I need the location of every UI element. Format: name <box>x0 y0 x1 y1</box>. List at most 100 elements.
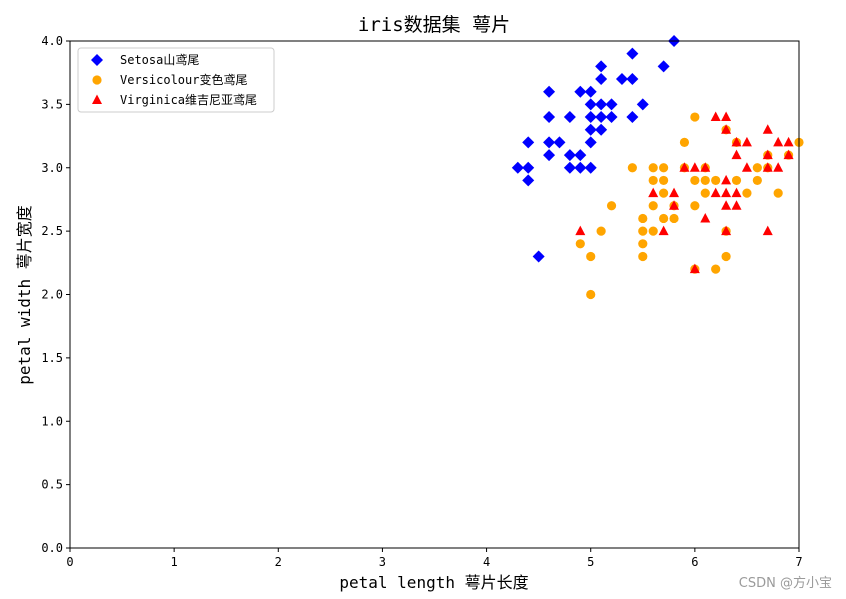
data-point-triangle <box>689 162 700 172</box>
data-point-triangle <box>648 187 659 198</box>
y-tick-label: 0.5 <box>41 478 63 492</box>
data-point-diamond <box>522 174 535 187</box>
x-tick-label: 2 <box>275 555 282 569</box>
data-point-triangle <box>710 111 721 122</box>
data-point-diamond <box>626 47 639 60</box>
data-point-triangle <box>783 136 794 147</box>
data-point-circle <box>638 239 648 249</box>
data-point-triangle <box>762 149 773 160</box>
y-tick-label: 4.0 <box>41 34 63 48</box>
data-point-diamond <box>595 123 608 136</box>
data-point-diamond <box>595 60 608 73</box>
y-tick-label: 0.0 <box>41 541 63 555</box>
data-point-diamond <box>584 123 597 136</box>
data-point-circle <box>627 163 637 173</box>
data-point-circle <box>638 213 648 224</box>
data-point-circle <box>690 112 700 122</box>
data-point-circle <box>586 251 596 262</box>
data-point-triangle <box>741 136 752 147</box>
data-point-circle <box>731 175 742 186</box>
data-point-triangle <box>689 263 700 274</box>
data-point-triangle <box>669 187 680 198</box>
data-point-diamond <box>584 136 597 149</box>
data-point-triangle <box>762 124 773 134</box>
data-point-diamond <box>574 85 587 98</box>
y-tick-label: 1.0 <box>41 414 63 428</box>
data-point-circle <box>659 175 669 186</box>
x-axis-title: petal length 萼片长度 <box>339 573 528 592</box>
x-tick-label: 7 <box>795 555 802 569</box>
data-point-diamond <box>522 161 535 174</box>
legend-marker-diamond <box>91 54 103 66</box>
data-point-triangle <box>762 225 773 236</box>
data-point-diamond <box>532 250 545 263</box>
data-point-triangle <box>669 200 680 210</box>
data-point-triangle <box>658 225 669 236</box>
plot-frame <box>69 40 800 549</box>
data-point-diamond <box>563 161 576 174</box>
legend-label: Setosa山鸢尾 <box>120 53 199 67</box>
data-point-diamond <box>626 73 639 86</box>
legend-label: Virginica维吉尼亚鸢尾 <box>120 93 257 107</box>
y-tick-label: 3.5 <box>41 97 63 111</box>
data-point-triangle <box>741 162 752 172</box>
data-point-triangle <box>762 162 773 172</box>
data-point-triangle <box>679 162 690 172</box>
y-axis-title: petal width 萼片宽度 <box>15 205 34 385</box>
data-point-diamond <box>563 111 576 124</box>
legend: Setosa山鸢尾 Versicolour变色鸢尾 Virginica维吉尼亚鸢尾 <box>77 47 275 113</box>
data-point-circle <box>690 175 700 186</box>
legend-marker-triangle <box>92 94 102 104</box>
data-point-diamond <box>626 111 639 124</box>
data-point-circle <box>596 226 606 236</box>
data-point-triangle <box>575 225 586 236</box>
data-point-triangle <box>700 212 711 223</box>
data-point-diamond <box>574 149 587 162</box>
data-point-diamond <box>543 136 556 149</box>
data-point-diamond <box>511 161 524 174</box>
data-point-triangle <box>773 136 784 147</box>
data-point-triangle <box>731 149 742 160</box>
x-tick-label: 0 <box>66 555 73 569</box>
data-point-triangle <box>731 200 742 210</box>
data-point-triangle <box>721 200 732 210</box>
data-point-circle <box>752 175 762 186</box>
data-point-circle <box>606 201 617 211</box>
data-point-circle <box>711 175 721 186</box>
watermark: CSDN @方小宝 <box>738 576 832 591</box>
data-point-circle <box>638 251 648 262</box>
data-point-diamond <box>584 85 597 98</box>
data-point-circle <box>659 188 669 198</box>
x-axis-ticks: 0 1 2 3 4 5 6 7 <box>66 548 803 569</box>
data-point-circle <box>711 264 721 274</box>
data-point-triangle <box>721 187 732 198</box>
data-point-circle <box>742 188 752 198</box>
data-point-circle <box>659 163 669 173</box>
y-tick-label: 2.0 <box>41 288 63 302</box>
data-point-diamond <box>595 73 608 86</box>
data-point-circle <box>700 175 710 186</box>
data-point-circle <box>586 289 596 300</box>
data-point-circle <box>659 213 669 224</box>
data-point-triangle <box>721 225 732 236</box>
data-point-circle <box>721 251 731 262</box>
x-tick-label: 5 <box>587 555 594 569</box>
data-point-diamond <box>605 111 618 124</box>
data-point-circle <box>648 201 658 211</box>
data-point-diamond <box>615 73 628 86</box>
data-point-triangle <box>721 111 732 122</box>
x-tick-label: 6 <box>691 555 698 569</box>
data-point-circle <box>752 163 762 173</box>
x-tick-label: 4 <box>483 555 490 569</box>
y-tick-label: 2.5 <box>41 224 63 238</box>
scatter-marks <box>511 35 804 300</box>
data-point-circle <box>700 188 710 198</box>
data-point-diamond <box>543 111 556 124</box>
x-tick-label: 3 <box>379 555 386 569</box>
legend-box <box>77 47 275 113</box>
data-point-triangle <box>731 136 742 147</box>
y-axis-ticks: 0.0 0.5 1.0 1.5 2.0 2.5 3.0 3.5 4.0 <box>41 34 70 555</box>
data-point-diamond <box>595 111 608 124</box>
data-point-circle <box>648 226 658 236</box>
